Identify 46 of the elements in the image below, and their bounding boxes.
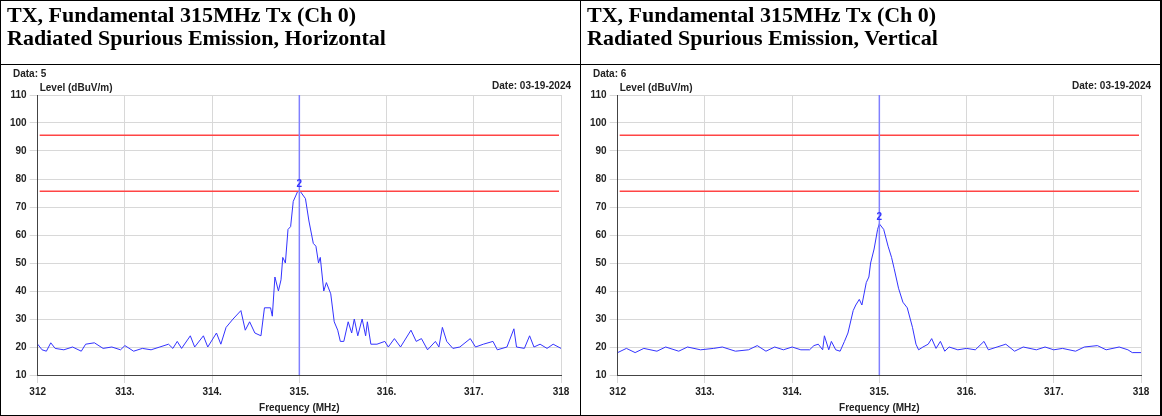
y-tick-label: 10 — [15, 368, 28, 380]
text: Date: 03-19-2024 — [1072, 80, 1152, 91]
y-tick-label: 80 — [595, 172, 608, 184]
x-tick-label: 315. — [869, 385, 890, 397]
y-tick-label: 80 — [15, 172, 28, 184]
y-tick-label: 60 — [595, 228, 608, 240]
x-tick-label: 316. — [956, 385, 977, 397]
x-tick-label: 315. — [289, 385, 310, 397]
x-tick-label: 313. — [695, 385, 715, 397]
y-tick-label: 70 — [15, 200, 28, 212]
x-tick-label: 317. — [1044, 385, 1064, 397]
y-tick-label: 10 — [595, 368, 608, 380]
y-tick-label: 40 — [595, 284, 608, 296]
x-axis-title: Frequency (MHz) — [259, 402, 340, 413]
y-tick-label: 50 — [595, 256, 608, 268]
y-axis-title: Level (dBuV/m) — [39, 82, 113, 93]
x-tick-label: 312 — [29, 385, 47, 397]
y-axis-title: Level (dBuV/m) — [619, 82, 693, 93]
y-tick-label: 20 — [15, 340, 28, 352]
y-tick-label: 20 — [595, 340, 608, 352]
text: Date: 03-19-2024 — [492, 80, 572, 91]
x-tick-label: 312 — [609, 385, 627, 397]
x-tick-label: 314. — [782, 385, 803, 397]
y-tick-label: 50 — [15, 256, 28, 268]
y-tick-label: 100 — [10, 116, 28, 128]
y-tick-label: 90 — [15, 144, 28, 156]
y-tick-label: 110 — [10, 88, 28, 100]
y-tick-label: 60 — [15, 228, 28, 240]
x-tick-label: 318 — [552, 385, 570, 397]
y-tick-label: 90 — [595, 144, 608, 156]
y-tick-label: 40 — [15, 284, 28, 296]
x-tick-label: 317. — [464, 385, 484, 397]
text: Data: 6 — [593, 68, 627, 79]
x-axis-title: Frequency (MHz) — [839, 402, 920, 413]
y-tick-label: 30 — [15, 312, 28, 324]
x-tick-label: 314. — [202, 385, 223, 397]
chart-title: TX, Fundamental 315MHz Tx (Ch 0) — [7, 2, 358, 27]
x-tick-label: 316. — [376, 385, 397, 397]
x-tick-label: 318 — [1132, 385, 1150, 397]
y-tick-label: 110 — [590, 88, 608, 100]
y-tick-label: 30 — [595, 312, 608, 324]
text: Data: 5 — [13, 68, 47, 79]
x-tick-label: 313. — [115, 385, 135, 397]
y-tick-label: 70 — [595, 200, 608, 212]
chart-title: TX, Fundamental 315MHz Tx (Ch 0) — [587, 2, 938, 27]
y-tick-label: 100 — [590, 116, 608, 128]
